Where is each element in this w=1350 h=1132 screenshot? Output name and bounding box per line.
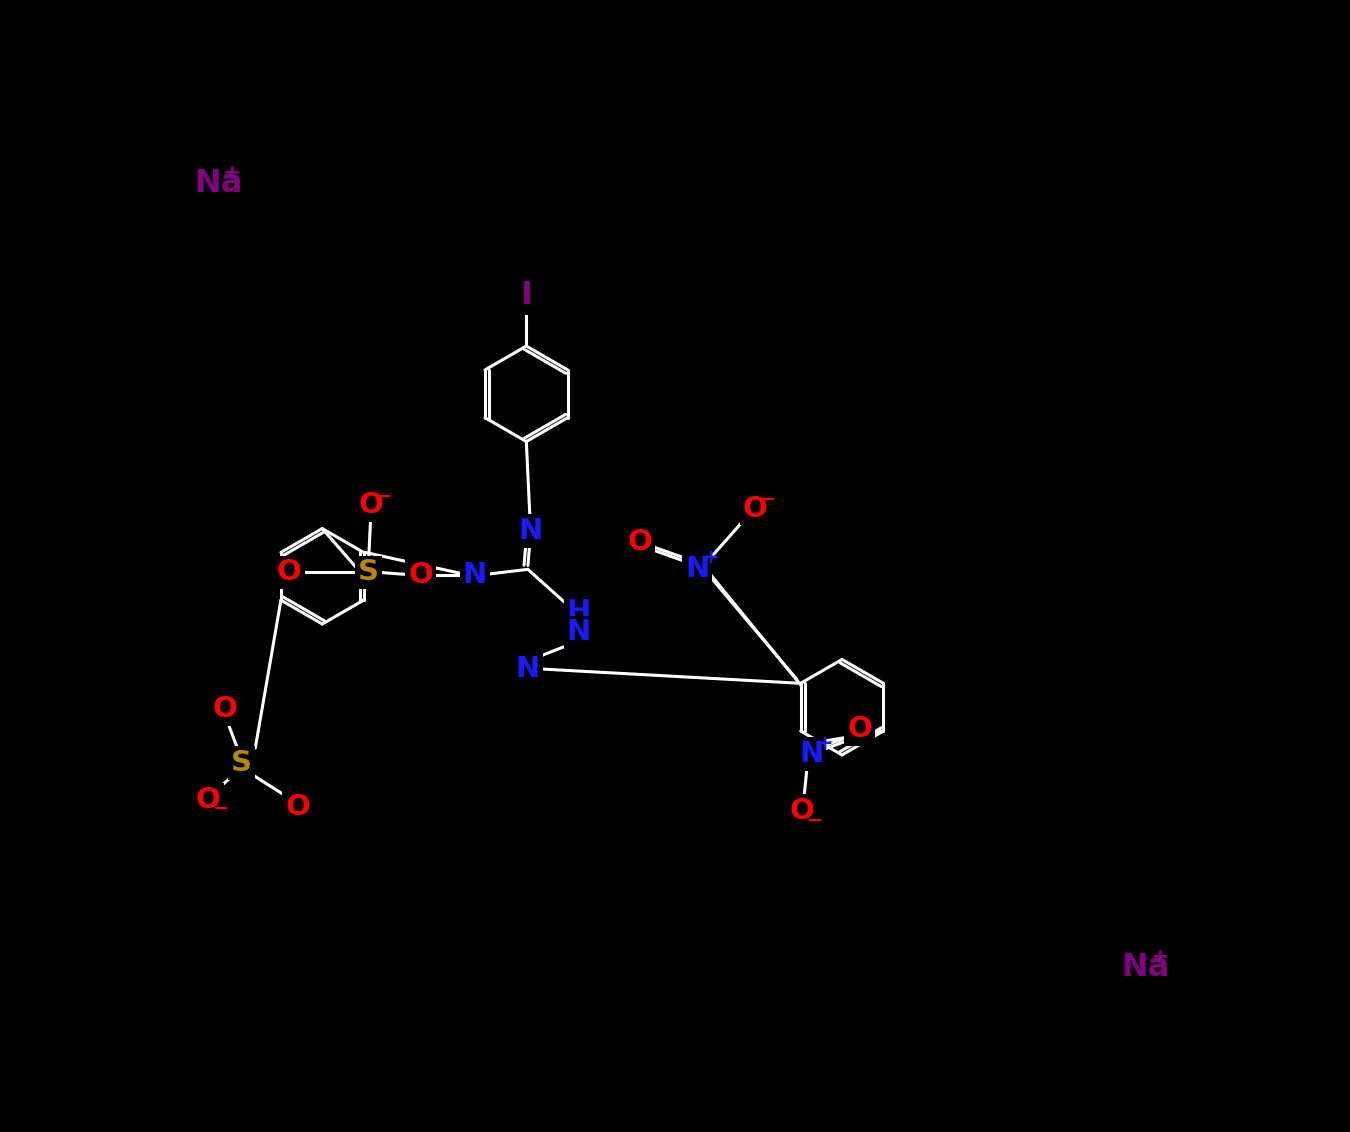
Text: O: O: [285, 794, 310, 822]
Text: Na: Na: [1120, 952, 1169, 983]
Text: N: N: [463, 560, 487, 589]
Text: S: S: [231, 749, 252, 778]
Text: O: O: [628, 529, 652, 557]
Text: +: +: [817, 734, 833, 753]
Text: +: +: [1150, 946, 1169, 967]
Text: O: O: [277, 558, 301, 586]
Text: O: O: [743, 495, 767, 523]
Text: O: O: [790, 797, 814, 825]
Text: O: O: [196, 786, 221, 814]
Text: −: −: [760, 490, 776, 508]
Text: N: N: [799, 740, 824, 769]
Text: −: −: [807, 811, 824, 830]
Text: I: I: [520, 281, 532, 311]
Text: +: +: [703, 548, 720, 567]
Text: S: S: [358, 558, 379, 586]
Text: O: O: [212, 695, 236, 723]
Text: O: O: [409, 560, 433, 589]
Text: N: N: [567, 618, 591, 646]
Text: −: −: [213, 799, 230, 818]
Text: N: N: [686, 555, 709, 583]
Text: −: −: [375, 487, 391, 506]
Text: N: N: [516, 654, 540, 683]
Text: O: O: [848, 714, 872, 743]
Text: N: N: [518, 517, 543, 544]
Text: Na: Na: [193, 168, 242, 199]
Text: +: +: [223, 163, 242, 182]
Text: H: H: [567, 598, 591, 626]
Text: O: O: [358, 491, 383, 520]
